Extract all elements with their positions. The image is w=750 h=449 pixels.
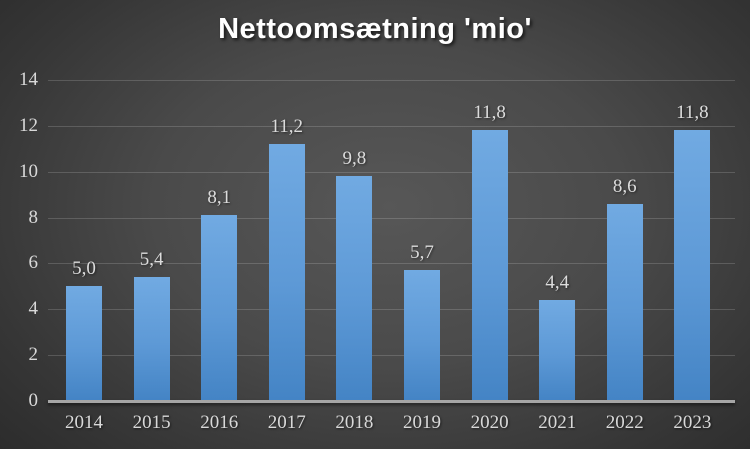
gridline-4 <box>48 309 735 311</box>
bar-2022 <box>606 203 643 400</box>
x-axis-label-2019: 2019 <box>403 412 441 433</box>
y-axis-tick-label: 0 <box>28 390 39 411</box>
bar-value-label-2015: 5,4 <box>139 249 164 271</box>
bar-value-label-2020: 11,8 <box>473 102 506 124</box>
y-axis-tick-label: 6 <box>28 252 39 274</box>
bar-value-label-2023: 11,8 <box>676 102 709 124</box>
x-axis-label-2018: 2018 <box>335 412 374 433</box>
bar-2019 <box>404 270 440 400</box>
bar-value-label-2018: 9,8 <box>342 148 367 170</box>
bar-2014 <box>66 286 102 400</box>
gridline-2 <box>48 355 735 357</box>
chart-title: Nettoomsætning 'mio' <box>218 13 532 45</box>
x-axis-line <box>48 400 735 403</box>
bar-2015 <box>133 277 170 400</box>
x-axis-label-2021: 2021 <box>538 412 577 433</box>
x-axis-label-2017: 2017 <box>267 412 306 433</box>
gridline-8 <box>48 217 735 219</box>
gridline-10 <box>48 171 735 173</box>
y-axis-tick-label: 4 <box>28 298 39 320</box>
y-axis-tick-label: 14 <box>19 69 38 90</box>
bar-value-label-2019: 5,7 <box>410 242 434 264</box>
y-axis-tick-label: 8 <box>28 206 39 228</box>
gridline-12 <box>48 125 735 127</box>
bar-2017 <box>268 144 305 400</box>
x-axis-label-2014: 2014 <box>65 412 103 433</box>
gridline-14 <box>48 80 735 81</box>
bar-value-label-2022: 8,6 <box>612 175 637 197</box>
x-axis-label-2020: 2020 <box>470 412 509 433</box>
bar-2020 <box>471 130 508 400</box>
bar-value-label-2021: 4,4 <box>545 272 570 294</box>
bar-value-label-2014: 5,0 <box>72 258 96 280</box>
x-axis-label-2023: 2023 <box>673 412 712 433</box>
gridline-6 <box>48 263 735 265</box>
y-axis-tick-label: 2 <box>28 344 39 366</box>
x-axis-label-2016: 2016 <box>200 412 239 433</box>
y-axis-tick-label: 12 <box>19 114 38 136</box>
bar-2018 <box>336 176 373 400</box>
bar-2021 <box>539 300 576 400</box>
bar-value-label-2016: 8,1 <box>207 187 232 209</box>
y-axis-tick-label: 10 <box>19 160 38 182</box>
bar-2023 <box>674 130 711 400</box>
bar-2016 <box>201 215 238 400</box>
x-axis-label-2022: 2022 <box>605 412 644 433</box>
x-axis-label-2015: 2015 <box>132 412 171 433</box>
bar-value-label-2017: 11,2 <box>270 116 304 138</box>
